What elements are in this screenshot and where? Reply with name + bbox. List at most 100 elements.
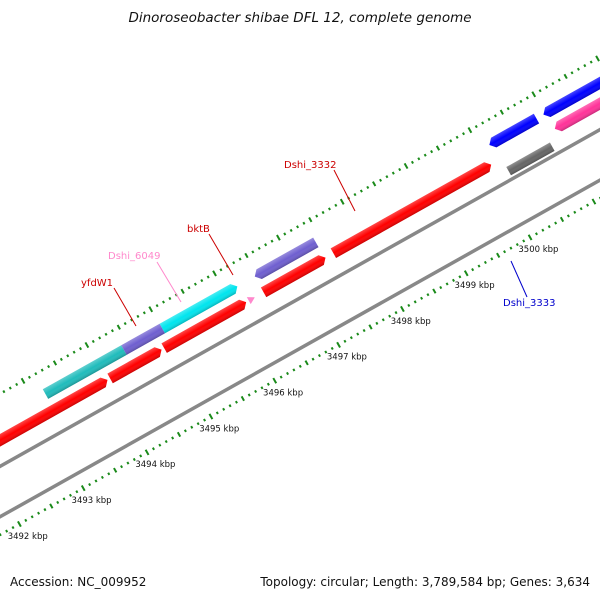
outer-tick	[308, 217, 313, 223]
outer-tick	[385, 175, 389, 179]
outer-tick	[276, 234, 281, 241]
outer-tick	[72, 350, 76, 354]
outer-tick	[110, 329, 114, 333]
outer-tick	[302, 221, 306, 225]
outer-tick	[372, 181, 377, 187]
inner-tick	[5, 529, 9, 533]
inner-tick	[503, 250, 507, 254]
outer-tick-row	[2, 55, 600, 394]
gene-label-bktB[interactable]: bktB	[187, 224, 210, 235]
outer-tick	[47, 364, 51, 369]
inner-tick	[113, 467, 118, 473]
outer-tick	[417, 157, 421, 161]
scale-label: 3500 kbp	[518, 245, 558, 255]
inner-tick	[94, 479, 98, 483]
inner-tick	[164, 439, 168, 444]
inner-tick	[388, 314, 392, 318]
gene-label-yfdW1[interactable]: yfdW1	[81, 278, 113, 289]
outer-tick	[391, 171, 395, 175]
outer-tick	[398, 167, 402, 172]
inner-tick	[426, 293, 430, 297]
inner-tick	[330, 346, 334, 351]
outer-tick	[27, 375, 31, 379]
outer-tick	[212, 270, 217, 277]
outer-tick	[130, 318, 134, 322]
inner-tick	[208, 413, 214, 420]
inner-tick	[272, 377, 278, 384]
inner-tick	[203, 418, 207, 422]
outer-tick	[403, 162, 409, 170]
outer-tick	[162, 300, 165, 304]
outer-tick	[334, 203, 338, 207]
gene-label-Dshi_3332[interactable]: Dshi_3332	[284, 160, 336, 171]
outer-tick	[493, 114, 497, 118]
inner-tick	[452, 278, 455, 282]
outer-tick	[449, 139, 453, 143]
inner-tick	[139, 454, 143, 458]
inner-tick	[496, 252, 501, 258]
outer-tick	[576, 67, 580, 71]
outer-tick	[589, 60, 593, 64]
outer-tick	[545, 85, 548, 89]
inner-tick	[362, 328, 366, 333]
scale-label: 3494 kbp	[135, 460, 175, 470]
feature-pink-Dshi_6049[interactable]	[246, 294, 257, 305]
inner-tick	[80, 485, 86, 492]
outer-tick	[442, 142, 446, 147]
outer-tick	[423, 153, 427, 157]
outer-tick	[84, 341, 90, 349]
inner-tick	[407, 303, 411, 308]
inner-tick	[375, 321, 379, 325]
outer-tick	[59, 357, 63, 361]
inner-tick	[541, 228, 545, 232]
inner-tick	[515, 242, 519, 247]
outer-tick	[339, 198, 345, 205]
inner-tick	[132, 457, 136, 462]
outer-tick	[557, 78, 561, 82]
scale-label: 3498 kbp	[391, 317, 431, 327]
outer-tick	[98, 336, 102, 340]
outer-tick	[244, 252, 249, 259]
outer-tick	[595, 55, 600, 62]
inner-tick	[254, 389, 258, 394]
inner-tick	[471, 268, 475, 272]
inner-tick	[151, 447, 155, 451]
outer-tick	[583, 64, 587, 68]
inner-tick	[311, 357, 315, 361]
outer-tick	[487, 117, 491, 121]
outer-tick	[116, 324, 121, 330]
inner-tick	[247, 393, 251, 397]
inner-tick	[228, 404, 232, 408]
inner-tick	[190, 425, 194, 429]
inner-tick	[30, 515, 34, 519]
outer-tick	[123, 321, 127, 326]
outer-tick	[79, 347, 82, 351]
outer-tick	[296, 225, 300, 229]
outer-tick	[506, 107, 510, 111]
inner-tick	[324, 350, 328, 354]
inner-tick	[579, 207, 583, 211]
outer-tick	[327, 207, 331, 211]
inner-tick	[381, 318, 385, 322]
inner-tick	[445, 282, 449, 286]
inner-tick	[158, 443, 162, 447]
map-title: Dinoroseobacter shibae DFL 12, complete …	[128, 10, 472, 26]
inner-tick	[56, 500, 60, 505]
outer-tick	[168, 296, 172, 301]
outer-tick	[180, 288, 185, 294]
inner-tick	[171, 436, 175, 440]
inner-tick	[368, 324, 373, 330]
inner-tick	[439, 285, 443, 290]
gene-label-Dshi_3333[interactable]: Dshi_3333	[503, 298, 555, 309]
outer-tick	[193, 282, 197, 286]
inner-tick	[107, 472, 111, 476]
gene-label-Dshi_6049[interactable]: Dshi_6049	[108, 251, 160, 262]
inner-tick	[120, 465, 124, 469]
inner-tick	[304, 360, 309, 366]
callout-line-Dshi_3333	[510, 260, 528, 298]
inner-tick	[573, 210, 577, 214]
outer-tick	[148, 306, 154, 313]
outer-tick	[525, 96, 529, 100]
outer-tick	[455, 135, 459, 139]
